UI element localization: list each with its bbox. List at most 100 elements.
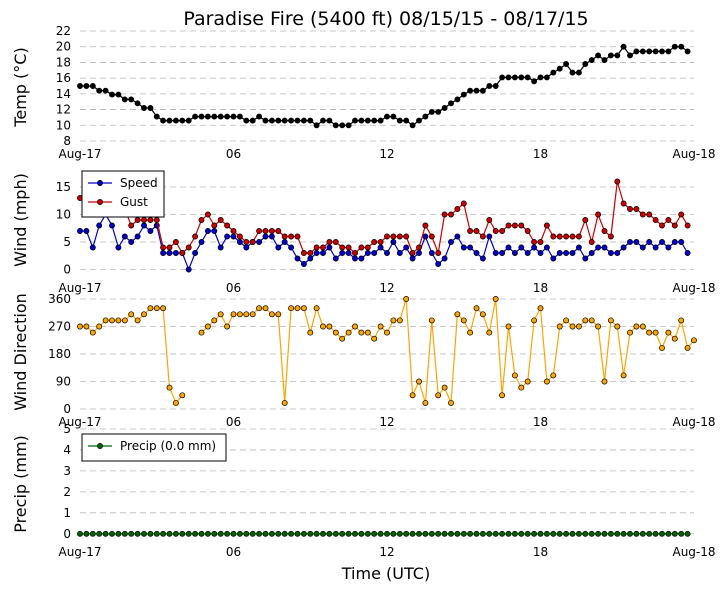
data-point	[403, 296, 410, 302]
data-point	[492, 530, 499, 537]
y-tick-label: 22	[56, 24, 71, 38]
data-point	[115, 91, 122, 98]
data-point	[364, 244, 371, 251]
data-point	[396, 530, 403, 537]
data-point	[678, 317, 685, 324]
data-point	[428, 317, 435, 324]
data-point	[320, 323, 326, 330]
data-point	[665, 217, 672, 223]
data-point	[435, 108, 442, 115]
data-point	[684, 530, 691, 537]
y-tick-label: 1	[63, 506, 71, 520]
data-point	[678, 211, 685, 218]
x-tick-label: Aug-17	[58, 545, 101, 559]
data-point	[486, 233, 493, 240]
data-point	[345, 250, 352, 256]
data-point	[575, 530, 582, 537]
data-point	[281, 239, 288, 245]
data-point	[556, 65, 563, 72]
y-tick-label: 15	[56, 180, 71, 194]
data-point	[89, 83, 96, 89]
y-tick-label: 180	[48, 347, 71, 361]
data-point	[460, 91, 467, 98]
wind-direction-y-axis-label: Wind Direction	[11, 293, 30, 411]
data-point	[243, 311, 250, 318]
data-point	[147, 305, 154, 312]
data-point	[89, 244, 96, 251]
data-point	[332, 255, 339, 262]
data-point	[569, 323, 576, 330]
data-point	[607, 250, 614, 256]
data-point	[678, 530, 685, 537]
data-point	[633, 48, 640, 55]
data-point	[339, 530, 346, 537]
data-point	[377, 530, 384, 537]
data-point	[671, 335, 678, 342]
data-point	[109, 222, 115, 229]
data-point	[153, 305, 160, 312]
data-point	[364, 117, 371, 124]
data-point	[595, 211, 602, 218]
data-point	[435, 250, 442, 256]
data-point	[409, 530, 416, 537]
data-point	[230, 113, 237, 120]
data-point	[83, 228, 90, 234]
data-point	[128, 239, 135, 245]
data-point	[659, 530, 665, 537]
data-point	[275, 228, 282, 234]
data-point	[371, 250, 378, 256]
data-point	[511, 530, 518, 537]
data-point	[262, 305, 269, 312]
data-point	[467, 244, 474, 251]
data-point	[499, 392, 506, 399]
data-point	[575, 244, 582, 251]
data-point	[358, 117, 365, 124]
data-point	[665, 244, 672, 251]
data-point	[307, 530, 314, 537]
data-point	[326, 530, 333, 537]
data-point	[460, 530, 467, 537]
data-point	[358, 530, 365, 537]
data-point	[403, 117, 410, 124]
data-point	[345, 329, 352, 336]
data-point	[352, 530, 358, 537]
data-point	[646, 48, 653, 55]
data-point	[77, 83, 83, 89]
data-point	[307, 329, 314, 336]
data-point	[569, 69, 576, 76]
data-point	[358, 255, 365, 262]
data-point	[102, 87, 109, 94]
data-point	[671, 530, 678, 537]
data-point	[77, 323, 83, 330]
data-point	[524, 228, 531, 234]
data-point	[172, 250, 179, 256]
data-point	[236, 113, 243, 120]
y-tick-label: 8	[63, 134, 71, 148]
data-point	[563, 317, 570, 324]
data-point	[332, 530, 339, 537]
data-point	[217, 311, 224, 318]
data-point	[313, 530, 320, 537]
data-point	[352, 323, 358, 330]
data-point	[160, 244, 167, 251]
x-tick-label: 12	[379, 545, 394, 559]
data-point	[230, 228, 237, 234]
data-point	[428, 530, 435, 537]
precip-y-axis-label: Precip (mm)	[11, 435, 30, 533]
data-point	[448, 530, 454, 537]
data-point	[396, 117, 403, 124]
data-point	[454, 96, 461, 103]
data-point	[121, 233, 128, 240]
data-point	[416, 117, 422, 124]
data-point	[288, 530, 295, 537]
data-point	[614, 530, 621, 537]
data-point	[671, 239, 678, 245]
data-point	[441, 384, 448, 391]
data-point	[639, 48, 646, 55]
data-point	[89, 530, 96, 537]
data-point	[109, 91, 115, 98]
data-point	[454, 311, 461, 318]
data-point	[646, 239, 653, 245]
data-point	[486, 217, 493, 223]
